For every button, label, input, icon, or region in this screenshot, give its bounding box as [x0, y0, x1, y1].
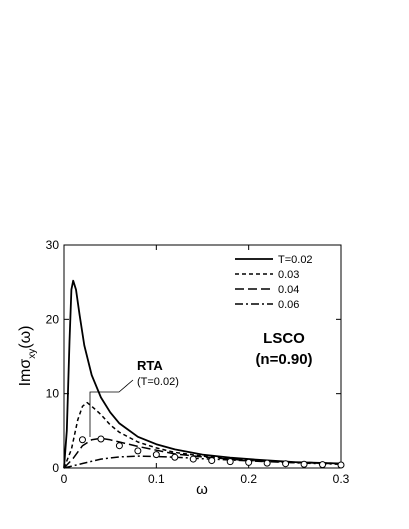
- rta-label: RTA: [137, 358, 163, 373]
- rta-point: [115, 442, 123, 450]
- rta-point: [189, 455, 197, 463]
- rta-point: [226, 458, 234, 466]
- rta-point: [282, 460, 290, 468]
- x-tick-label: 0.3: [333, 472, 350, 486]
- legend-label-1: T=0.02: [278, 254, 313, 266]
- y-axis-label-main: Imσ: [17, 359, 34, 387]
- legend-label-2: 0.03: [278, 269, 299, 281]
- y-tick-label: 20: [46, 312, 60, 326]
- legend-label-4: 0.06: [278, 299, 299, 311]
- annotation-subtitle: (n=0.90): [255, 351, 312, 368]
- y-axis-label: Imσxy(ω): [17, 326, 38, 387]
- legend: T=0.02 0.03 0.04 0.06: [235, 254, 313, 311]
- series-line-1: [63, 279, 342, 469]
- x-tick-label: 0: [61, 472, 68, 486]
- rta-points-layer: [78, 435, 345, 469]
- rta-point: [245, 458, 253, 466]
- rta-point: [208, 457, 216, 465]
- rta-point: [263, 459, 271, 467]
- legend-label-3: 0.04: [278, 284, 299, 296]
- rta-point: [337, 461, 345, 469]
- annotation-title: LSCO: [263, 330, 305, 347]
- axis-ticks: 0 0.1 0.2 0.3 0 10 20 30: [46, 238, 350, 486]
- rta-point: [134, 447, 142, 455]
- svg-text:Imσxy(ω): Imσxy(ω): [17, 326, 38, 387]
- y-tick-label: 10: [46, 387, 60, 401]
- y-tick-label: 0: [52, 461, 59, 475]
- series-layer: [63, 279, 342, 469]
- x-axis-label: ω: [196, 481, 208, 498]
- rta-point: [78, 436, 86, 444]
- plot-frame: [63, 244, 342, 469]
- x-tick-label: 0.2: [240, 472, 257, 486]
- rta-sublabel: (T=0.02): [137, 376, 179, 388]
- rta-point: [300, 460, 308, 468]
- y-axis-label-tail: (ω): [17, 326, 34, 349]
- y-tick-label: 30: [46, 238, 60, 252]
- x-tick-label: 0.1: [148, 472, 165, 486]
- rta-point: [171, 453, 179, 461]
- rta-point: [152, 451, 160, 459]
- rta-leader-line: [89, 379, 134, 437]
- y-axis-label-sub: xy: [27, 349, 38, 359]
- rta-point: [319, 461, 327, 469]
- series-line-2: [63, 401, 342, 469]
- rta-point: [97, 435, 105, 443]
- series-line-3: [63, 437, 342, 469]
